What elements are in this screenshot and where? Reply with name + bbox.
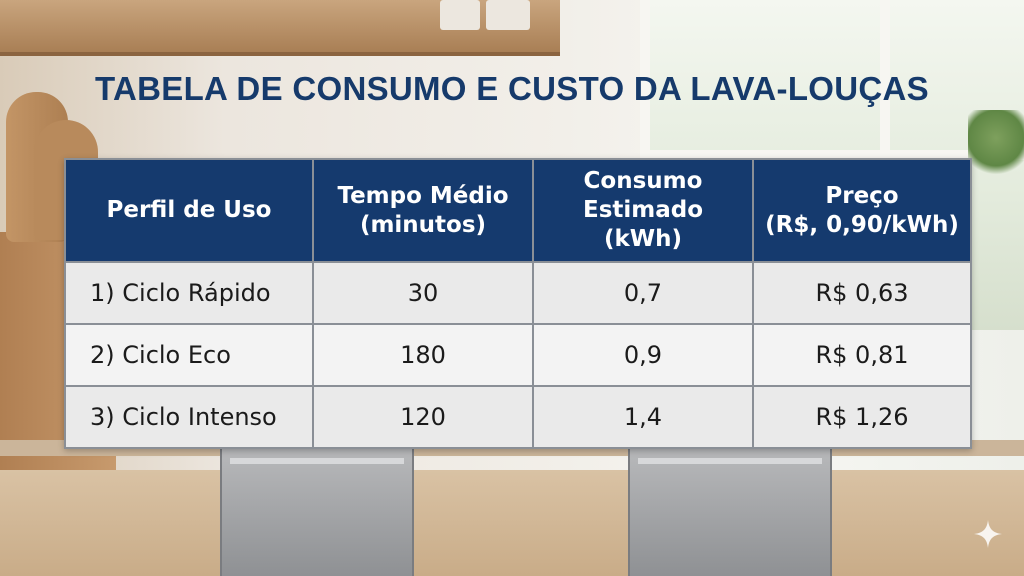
column-header-time: Tempo Médio (minutos)	[312, 158, 534, 263]
consumption-table-container: Perfil de Uso Tempo Médio (minutos) Cons…	[64, 158, 972, 449]
cell-profile: 3) Ciclo Intenso	[64, 385, 314, 449]
shelf-jar	[486, 0, 530, 30]
column-header-profile: Perfil de Uso	[64, 158, 314, 263]
cell-price: R$ 0,63	[752, 261, 972, 325]
table-row: 2) Ciclo Eco 180 0,9 R$ 0,81	[64, 323, 972, 387]
page-title: TABELA DE CONSUMO E CUSTO DA LAVA-LOUÇAS	[95, 70, 929, 107]
sparkle-icon	[974, 520, 1002, 548]
column-header-consumption: Consumo Estimado (kWh)	[532, 158, 754, 263]
cell-time: 180	[312, 323, 534, 387]
cell-consumption: 1,4	[532, 385, 754, 449]
cell-consumption: 0,9	[532, 323, 754, 387]
oven	[220, 446, 414, 576]
table-row: 3) Ciclo Intenso 120 1,4 R$ 1,26	[64, 385, 972, 449]
floor	[0, 470, 1024, 576]
cell-time: 30	[312, 261, 534, 325]
plant	[968, 110, 1024, 180]
cell-price: R$ 0,81	[752, 323, 972, 387]
table-header-row: Perfil de Uso Tempo Médio (minutos) Cons…	[64, 158, 972, 263]
column-header-price: Preço (R$, 0,90/kWh)	[752, 158, 972, 263]
cell-profile: 1) Ciclo Rápido	[64, 261, 314, 325]
cell-consumption: 0,7	[532, 261, 754, 325]
consumption-table: Perfil de Uso Tempo Médio (minutos) Cons…	[64, 158, 972, 449]
window-frame	[640, 150, 1024, 160]
cell-profile: 2) Ciclo Eco	[64, 323, 314, 387]
dishwasher	[628, 446, 832, 576]
cell-time: 120	[312, 385, 534, 449]
cell-price: R$ 1,26	[752, 385, 972, 449]
shelf-jar	[440, 0, 480, 30]
table-row: 1) Ciclo Rápido 30 0,7 R$ 0,63	[64, 261, 972, 325]
